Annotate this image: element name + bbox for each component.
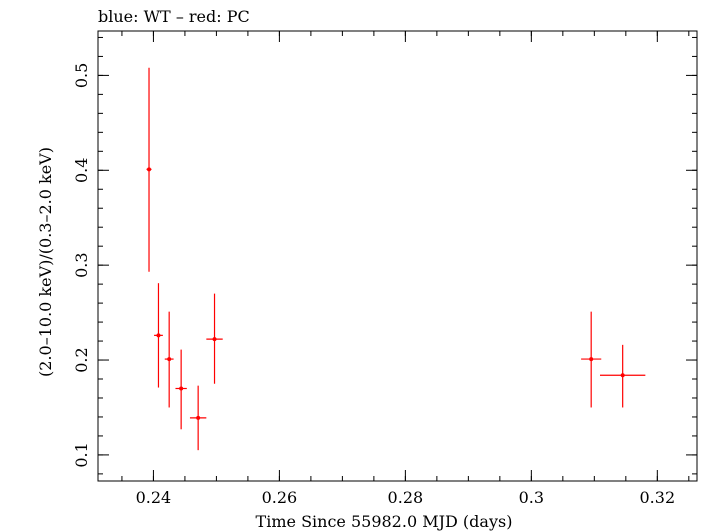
data-point <box>175 349 187 430</box>
x-tick-label: 0.24 <box>136 488 172 507</box>
data-points <box>146 67 646 451</box>
data-point <box>581 311 602 408</box>
chart-title: blue: WT – red: PC <box>98 7 250 26</box>
y-tick-label: 0.4 <box>72 158 91 183</box>
point-marker <box>620 373 625 378</box>
data-point <box>189 385 207 451</box>
x-tick-label: 0.28 <box>388 488 424 507</box>
x-tick-label: 0.3 <box>519 488 544 507</box>
point-marker <box>147 167 152 172</box>
x-tick-label: 0.32 <box>640 488 676 507</box>
point-marker <box>167 357 172 362</box>
y-tick-label: 0.2 <box>72 347 91 372</box>
y-tick-label: 0.1 <box>72 442 91 467</box>
y-axis-label: (2.0–10.0 keV)/(0.3–2.0 keV) <box>36 147 55 377</box>
y-tick-label: 0.3 <box>72 252 91 277</box>
point-marker <box>196 415 201 420</box>
data-point <box>164 311 174 408</box>
data-point <box>206 293 223 384</box>
y-tick-label: 0.5 <box>72 63 91 88</box>
point-marker <box>589 357 594 362</box>
data-point <box>154 283 163 388</box>
point-marker <box>212 337 217 342</box>
point-marker <box>179 386 184 391</box>
data-point <box>146 67 152 272</box>
x-tick-label: 0.26 <box>262 488 298 507</box>
axes <box>97 30 698 482</box>
ticks: 0.24 0.26 0.28 0.3 0.32 0.1 0.2 0.3 0.4 0.5 <box>72 31 697 507</box>
data-point <box>600 344 646 408</box>
point-marker <box>156 333 161 338</box>
plot-frame <box>97 30 698 482</box>
x-axis-label: Time Since 55982.0 MJD (days) <box>256 512 513 531</box>
